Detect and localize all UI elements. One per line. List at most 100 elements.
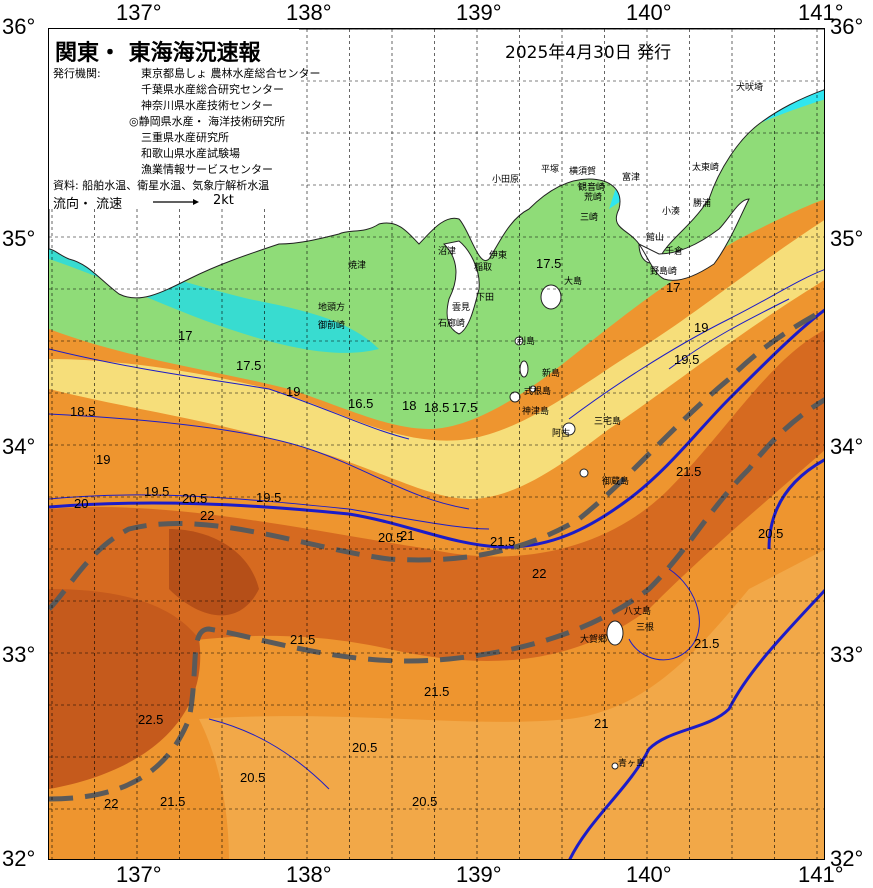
lon-top-139: 139°	[456, 0, 502, 25]
contour-label: 22	[200, 508, 215, 523]
place-miura: 三崎	[580, 213, 599, 223]
lat-left-33: 33°	[2, 642, 36, 667]
place-funakata: 館山	[646, 233, 665, 243]
lon-bottom-139: 139°	[456, 862, 502, 887]
current-arrow-icon	[153, 199, 199, 205]
isotherm-lines	[49, 269, 824, 790]
contour-label: 20	[74, 496, 89, 511]
contour-label: 21.5	[676, 464, 702, 479]
island-kozushima	[509, 391, 521, 403]
issue-date: 2025年4月30日 発行	[505, 43, 672, 63]
contour-label: 19	[694, 320, 709, 335]
sea-deep-band-west	[169, 529, 259, 616]
publisher-label: 発行機関:	[53, 67, 101, 80]
contour-label: 21.5	[694, 636, 720, 651]
map-canvas	[49, 29, 824, 859]
lat-left-35: 35°	[2, 226, 36, 251]
lat-right-35: 35°	[830, 226, 864, 251]
place-numazu: 沼津	[438, 247, 457, 257]
island-oshima	[540, 284, 562, 310]
contour-label: 20.5	[412, 794, 438, 809]
contour-label: 20.5	[240, 770, 266, 785]
map-title: 関東・ 東海海況速報	[55, 41, 261, 66]
place-inatori: 稲取	[474, 263, 493, 273]
lat-right-34: 34°	[830, 434, 864, 459]
contour-label: 19	[286, 384, 301, 399]
sea-deep-band-south	[49, 589, 201, 789]
place-mikura: 御蔵島	[602, 477, 630, 487]
contour-label: 18	[402, 398, 417, 413]
place-shimoda: 下田	[476, 293, 495, 303]
contour-label: 20.5	[758, 526, 784, 541]
sea-temperature-map	[48, 28, 825, 860]
lon-top-137: 137°	[116, 0, 162, 25]
publisher-org-5: 三重県水産研究所	[141, 131, 229, 144]
place-omaezaki: 御前崎	[318, 321, 346, 331]
land-boso-peninsula	[637, 198, 750, 281]
lon-bottom-137: 137°	[116, 862, 162, 887]
place-miyake: 三宅島	[594, 417, 622, 427]
contour-label: 17.5	[536, 256, 562, 271]
contour-label: 22.5	[138, 712, 164, 727]
place-chikura: 千倉	[665, 247, 684, 257]
island-niijima	[519, 360, 529, 378]
current-scale: 2kt	[213, 193, 234, 208]
place-hiratsuka: 平塚	[541, 165, 560, 175]
contour-label: 21.5	[424, 684, 450, 699]
sea-yellow-band	[49, 220, 824, 499]
lon-top-138: 138°	[286, 0, 332, 25]
publisher-org-7: 漁業情報サービスセンター	[141, 163, 273, 176]
place-oshima: 大島	[564, 277, 583, 287]
lon-bottom-138: 138°	[286, 862, 332, 887]
place-tomitsu: 富津	[622, 173, 641, 183]
place-kozushima: 神津島	[522, 407, 550, 417]
contour-label: 22	[532, 566, 547, 581]
lat-right-32: 32°	[830, 846, 864, 871]
place-taitozaki: 太東崎	[692, 163, 720, 173]
contour-label: 19.5	[674, 352, 700, 367]
publisher-org-3: 神奈川県水産技術センター	[141, 99, 273, 112]
contour-label: 21	[400, 528, 415, 543]
island-hachijo	[606, 620, 624, 646]
lat-right-33: 33°	[830, 642, 864, 667]
contour-label: 16.5	[348, 396, 374, 411]
place-katsuura: 勝浦	[693, 199, 712, 209]
lat-left-36: 36°	[2, 14, 36, 39]
contour-label: 20.5	[352, 740, 378, 755]
kuroshio-axis	[49, 307, 824, 802]
lon-top-141: 141°	[798, 0, 844, 25]
land-izu-peninsula	[442, 240, 480, 335]
place-nojimazaki: 野島崎	[650, 267, 678, 277]
contour-label: 18.5	[424, 400, 450, 415]
contour-label: 19.5	[144, 484, 170, 499]
place-odawara: 小田原	[492, 175, 520, 185]
isotherm-20	[49, 308, 824, 859]
contour-label: 17	[666, 280, 681, 295]
contour-label: 19	[96, 452, 111, 467]
place-kominato: 小湊	[662, 207, 681, 217]
publisher-org-4: ◎静岡県水産・ 海洋技術研究所	[129, 115, 286, 128]
place-shikinejima: 式根島	[524, 387, 552, 397]
lon-bottom-141: 141°	[798, 862, 844, 887]
place-toshima: 利島	[517, 337, 536, 347]
lon-top-140: 140°	[626, 0, 672, 25]
place-hachijo: 八丈島	[624, 607, 652, 617]
lat-left-32: 32°	[2, 846, 36, 871]
place-inubozaki: 犬吠埼	[736, 83, 764, 93]
place-kannonzaki: 観音崎	[578, 183, 606, 193]
place-irozaki: 石廊崎	[438, 319, 466, 329]
place-yokosuka: 横須賀	[569, 167, 597, 177]
contour-label: 17	[178, 328, 193, 343]
contour-label: 22	[104, 796, 119, 811]
lat-right-36: 36°	[830, 14, 864, 39]
island-miyake	[562, 422, 576, 436]
place-niijima: 新島	[542, 369, 561, 379]
contour-label: 17.5	[452, 400, 478, 415]
data-sources: 資料: 船舶水温、衛星水温、気象庁解析水温	[53, 179, 270, 192]
island-mikura	[579, 468, 589, 478]
legend-panel: 関東・ 東海海況速報 発行機関: 東京都島しょ 農林水産総合センター 千葉県水産…	[49, 29, 321, 212]
place-chikyugata: 地頭方	[318, 303, 346, 313]
contour-label: 19.5	[256, 490, 282, 505]
contour-label: 18.5	[70, 404, 96, 419]
place-kumoni: 雲見	[452, 303, 471, 313]
